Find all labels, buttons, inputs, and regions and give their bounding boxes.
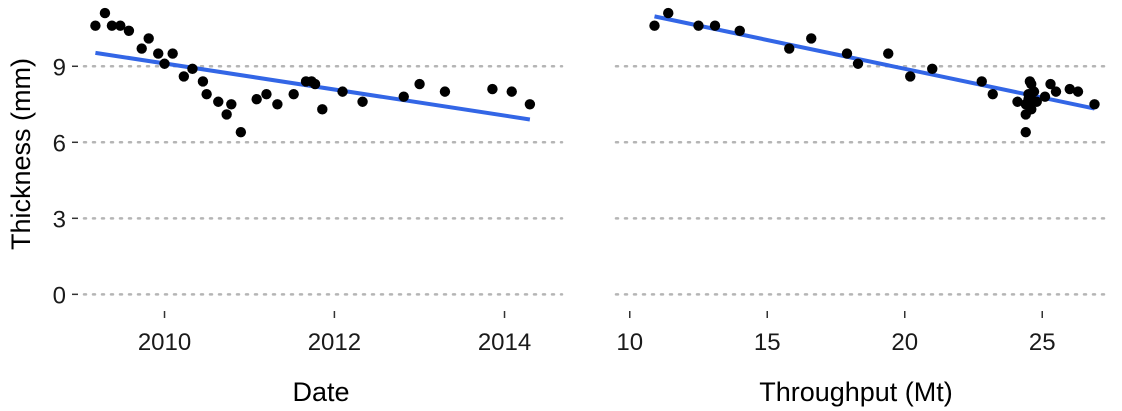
x-axis-title-date: Date [292,377,349,407]
data-point [99,7,111,19]
x-tick-label: 2010 [138,329,191,356]
data-point [487,83,498,95]
data-point [226,99,237,110]
data-point [883,48,894,59]
data-point [272,99,283,110]
data-point [414,78,425,90]
data-point [143,33,154,44]
data-point [1064,83,1075,95]
data-point [987,88,998,100]
data-point [1031,96,1042,107]
data-point [1039,91,1051,102]
data-point [197,76,209,87]
data-point [261,88,272,100]
data-point [213,96,224,107]
data-point [251,94,262,105]
data-point [115,20,126,31]
x-tick-label: 2014 [478,329,531,356]
data-point [1028,86,1040,97]
data-point [1072,86,1084,97]
data-point [852,58,864,69]
x-tick-label: 25 [1029,329,1056,356]
data-point [398,91,409,102]
data-point [123,25,135,37]
data-point [1012,96,1023,107]
data-point [927,63,938,75]
data-point [976,76,987,87]
x-tick-label: 10 [616,329,643,356]
data-point [187,63,198,75]
data-point [235,126,247,138]
data-point [693,20,704,31]
x-tick-label: 2012 [308,329,361,356]
data-point [90,20,101,31]
y-tick-label: 6 [53,130,66,157]
data-point [167,48,178,59]
x-tick-label: 20 [891,329,918,356]
y-tick-label: 3 [53,206,66,233]
data-point [1045,78,1056,90]
x-tick-label: 15 [754,329,781,356]
data-point [1089,99,1100,110]
data-point [309,78,321,90]
data-point [709,20,721,31]
data-point [178,71,190,82]
data-point [1050,86,1062,97]
data-point [106,20,118,31]
data-point [663,7,674,19]
y-tick-label: 9 [53,54,66,81]
data-point [337,86,348,97]
data-point [841,48,853,59]
data-point [159,58,170,69]
data-point [1020,126,1031,138]
data-point [357,96,368,107]
data-point [649,20,660,31]
regression-line [654,14,1095,111]
data-point [784,43,795,54]
x-axis-title-throughput: Throughput (Mt) [759,377,953,407]
data-point [153,48,164,59]
data-point [734,25,745,37]
data-point [221,109,232,120]
chart-panel-date: 0 3 6 9 2010 2012 2014 [53,7,564,356]
y-axis-title: Thickness (mm) [6,58,36,250]
data-point [317,104,328,115]
y-tick-label: 0 [53,282,66,309]
data-point [1026,104,1037,115]
data-point [439,86,451,97]
data-point [905,71,916,82]
data-point [288,88,299,100]
data-point [506,86,517,97]
data-point [524,99,536,110]
data-point [201,88,212,100]
data-point [806,33,817,44]
chart-panel-throughput: 10 15 20 25 [614,7,1113,356]
data-point [136,43,147,54]
